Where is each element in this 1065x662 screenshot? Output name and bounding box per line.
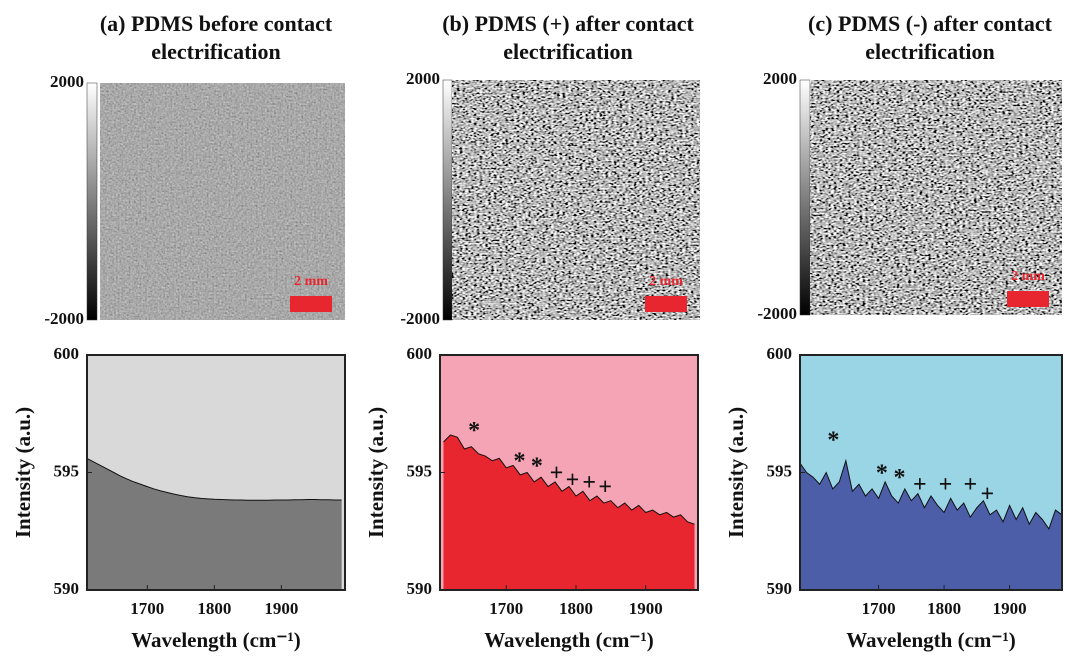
x-tick-label: 1900 xyxy=(993,599,1027,618)
annotation: + xyxy=(913,472,927,498)
scale-bar-label: 2 mm xyxy=(294,274,328,289)
scale-bar xyxy=(290,296,332,312)
x-tick-label: 1800 xyxy=(927,599,961,618)
annotation: + xyxy=(566,467,580,493)
y-tick-label: 590 xyxy=(407,579,433,598)
colorbar xyxy=(442,79,453,321)
y-tick-label: 590 xyxy=(54,579,80,598)
x-tick-label: 1800 xyxy=(197,599,231,618)
y-axis-label: Intensity (a.u.) xyxy=(11,407,35,538)
y-tick-label: 590 xyxy=(767,579,793,598)
colorbar-tick-label: -2000 xyxy=(400,309,440,328)
area xyxy=(443,434,695,590)
annotation: + xyxy=(963,472,977,498)
annotation: * xyxy=(531,453,543,479)
line xyxy=(799,458,1063,530)
y-axis-label: Intensity (a.u.) xyxy=(724,407,748,538)
annotation: + xyxy=(980,482,994,508)
x-tick-label: 1700 xyxy=(862,599,896,618)
annotation: + xyxy=(939,472,953,498)
colorbar-tick-label: 2000 xyxy=(50,72,84,91)
line xyxy=(443,434,695,525)
colorbar-tick-label: 2000 xyxy=(763,69,797,88)
annotation: * xyxy=(468,418,480,444)
annotation: + xyxy=(582,470,596,496)
y-tick-label: 600 xyxy=(407,344,433,363)
x-axis-label: Wavelength (cm⁻¹) xyxy=(131,628,301,652)
annotation: + xyxy=(550,460,564,486)
x-tick-label: 1900 xyxy=(629,599,663,618)
scale-bar-label: 2 mm xyxy=(1011,269,1045,284)
x-axis-label: Wavelength (cm⁻¹) xyxy=(484,628,654,652)
colorbar-tick-label: 2000 xyxy=(406,69,440,88)
y-axis-label: Intensity (a.u.) xyxy=(364,407,388,538)
annotation: * xyxy=(876,460,888,486)
y-tick-label: 600 xyxy=(767,344,793,363)
colorbar xyxy=(799,79,811,316)
annotation: * xyxy=(827,427,839,453)
x-tick-label: 1700 xyxy=(489,599,523,618)
x-tick-label: 1900 xyxy=(264,599,298,618)
y-tick-label: 595 xyxy=(54,461,80,480)
scale-bar xyxy=(1007,291,1049,307)
x-axis-label: Wavelength (cm⁻¹) xyxy=(846,628,1016,652)
scale-bar xyxy=(645,296,687,312)
area xyxy=(800,460,1062,590)
colorbar xyxy=(86,82,98,321)
scale-bar-label: 2 mm xyxy=(649,274,683,289)
panel-title: (c) PDMS (-) after contact electrificati… xyxy=(808,11,1052,64)
y-tick-label: 600 xyxy=(54,344,80,363)
noise-image xyxy=(100,83,345,320)
x-tick-label: 1800 xyxy=(559,599,593,618)
panel-title: (a) PDMS before contact electrification xyxy=(99,11,333,64)
annotation: + xyxy=(598,474,612,500)
colorbar-tick-label: -2000 xyxy=(757,304,797,323)
annotation: * xyxy=(894,465,906,491)
y-tick-label: 595 xyxy=(767,461,793,480)
panel-title: (b) PDMS (+) after contact electrificati… xyxy=(442,11,694,64)
colorbar-tick-label: -2000 xyxy=(44,309,84,328)
annotation: * xyxy=(513,449,525,475)
noise-image xyxy=(452,80,700,320)
y-tick-label: 595 xyxy=(407,461,433,480)
x-tick-label: 1700 xyxy=(130,599,164,618)
noise-image xyxy=(810,80,1062,315)
line xyxy=(86,457,342,501)
area xyxy=(87,458,342,590)
